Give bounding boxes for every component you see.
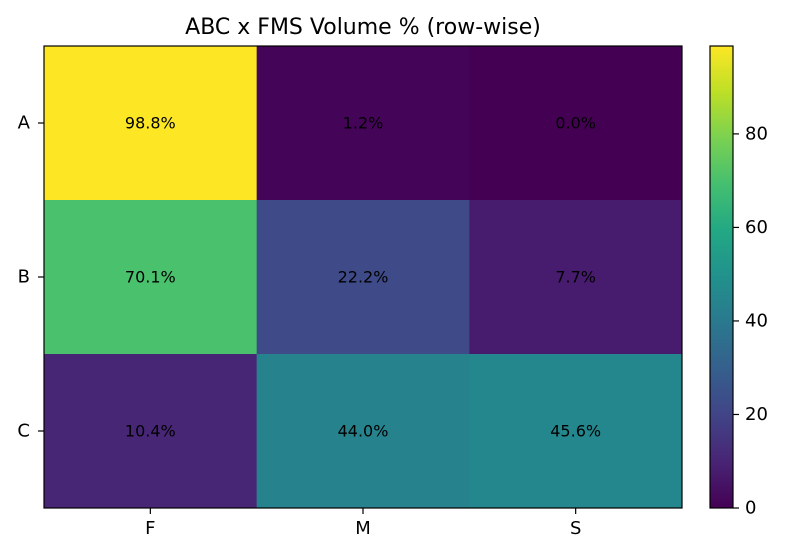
- colorbar-tick-label: 40: [745, 310, 768, 331]
- y-tick-label: C: [17, 421, 30, 442]
- y-tick-label: A: [18, 113, 31, 134]
- cell-value-label: 10.4%: [125, 422, 176, 441]
- heatmap-cell-A-S: [469, 46, 683, 201]
- colorbar: [709, 45, 734, 509]
- x-tick-label: F: [145, 518, 155, 539]
- heatmap-cell-B-S: [469, 200, 683, 355]
- heatmap-cell-A-M: [256, 46, 470, 201]
- cell-value-label: 98.8%: [125, 114, 176, 133]
- heatmap-cell-C-S: [469, 354, 683, 509]
- chart-title: ABC x FMS Volume % (row-wise): [185, 15, 541, 40]
- colorbar-tick-label: 20: [745, 404, 768, 425]
- heatmap-cells: [44, 46, 683, 509]
- cell-value-label: 45.6%: [550, 422, 601, 441]
- colorbar-tick-label: 0: [745, 498, 756, 519]
- x-tick-label: S: [570, 518, 581, 539]
- cell-value-label: 0.0%: [555, 114, 596, 133]
- x-tick-label: M: [355, 518, 371, 539]
- cell-value-label: 70.1%: [125, 268, 176, 287]
- heatmap-cell-B-F: [44, 200, 258, 355]
- colorbar-axis: 0 20 40 60 80: [733, 123, 768, 519]
- heatmap-cell-C-M: [256, 354, 470, 509]
- heatmap-cell-C-F: [44, 354, 258, 509]
- heatmap-cell-labels: 98.8% 1.2% 0.0% 70.1% 22.2% 7.7% 10.4% 44.0% 45.…: [125, 114, 601, 441]
- y-tick-label: B: [18, 267, 30, 288]
- cell-value-label: 1.2%: [343, 114, 384, 133]
- heatmap-cell-B-M: [256, 200, 470, 355]
- colorbar-tick-label: 80: [745, 123, 768, 144]
- cell-value-label: 22.2%: [338, 268, 389, 287]
- cell-value-label: 7.7%: [555, 268, 596, 287]
- colorbar-tick-label: 60: [745, 217, 768, 238]
- cell-value-label: 44.0%: [338, 422, 389, 441]
- y-axis: A B C: [17, 113, 44, 442]
- heatmap-cell-A-F: [44, 46, 258, 201]
